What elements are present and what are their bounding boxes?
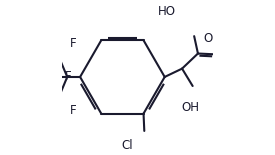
Text: F: F [70, 37, 77, 50]
Text: OH: OH [182, 101, 199, 114]
Text: Cl: Cl [122, 139, 133, 152]
Text: F: F [70, 104, 77, 117]
Text: O: O [203, 32, 212, 45]
Text: F: F [64, 70, 71, 83]
Text: HO: HO [158, 5, 176, 18]
